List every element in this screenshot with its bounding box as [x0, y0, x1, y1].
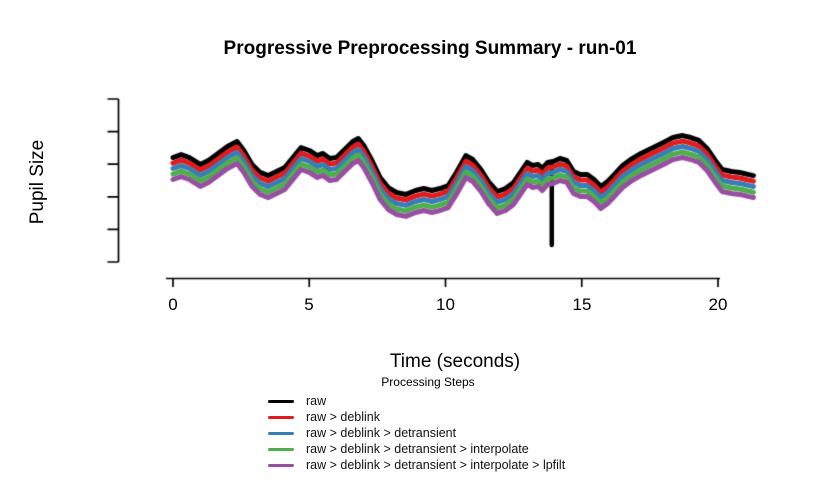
legend-line-swatch-lpfilt — [268, 463, 294, 468]
legend-item-label: raw — [306, 394, 327, 408]
legend-item-interpolate: raw > deblink > detransient > interpolat… — [268, 443, 565, 456]
y-axis-label: Pupil Size — [27, 139, 48, 225]
x-tick-label-10: 10 — [436, 295, 455, 314]
legend-item-label: raw > deblink > detransient > interpolat… — [306, 442, 529, 456]
legend-item-detransient: raw > deblink > detransient — [268, 427, 565, 440]
legend-item-label: raw > deblink > detransient — [306, 426, 457, 440]
legend-item-label: raw > deblink > detransient > interpolat… — [306, 458, 566, 472]
legend-item-raw: raw — [268, 395, 565, 408]
legend: raw raw > deblink raw > deblink > detran… — [268, 395, 565, 472]
legend-item-deblink: raw > deblink — [268, 411, 565, 424]
legend-title: Processing Steps — [381, 375, 475, 389]
x-axis-label: Time (seconds) — [389, 351, 521, 372]
legend-item-label: raw > deblink — [306, 410, 380, 424]
x-tick-label-20: 20 — [708, 295, 728, 314]
legend-line-swatch-raw — [268, 399, 294, 404]
legend-line-swatch-deblink — [268, 415, 294, 420]
legend-line-swatch-interpolate — [268, 447, 294, 452]
chart-title: Progressive Preprocessing Summary - run-… — [223, 38, 637, 59]
legend-line-swatch-detransient — [268, 431, 294, 436]
x-tick-label-15: 15 — [572, 295, 592, 314]
x-tick-label-5: 5 — [304, 295, 314, 314]
legend-item-lpfilt: raw > deblink > detransient > interpolat… — [268, 459, 565, 472]
x-tick-label-0: 0 — [168, 295, 178, 314]
